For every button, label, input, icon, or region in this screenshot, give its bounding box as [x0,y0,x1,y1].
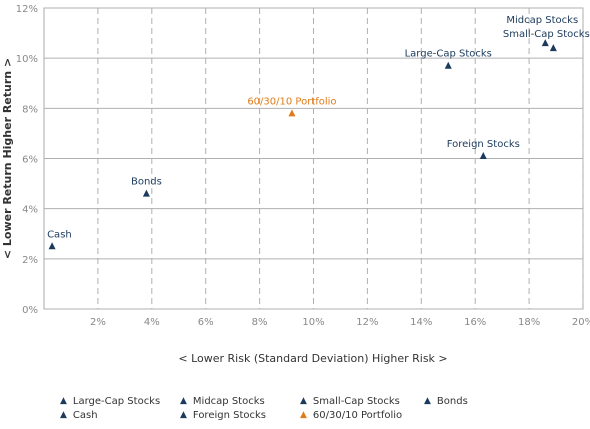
x-tick-label: 14% [410,317,432,328]
x-tick-label: 18% [518,317,540,328]
data-point-marker [479,151,487,159]
triangle-marker-icon: ▲ [180,396,187,406]
x-tick-label: 12% [356,317,378,328]
data-point-label: Midcap Stocks [506,15,578,26]
y-tick-label: 4% [22,205,38,216]
data-point-marker [549,44,557,52]
data-point-marker [541,39,549,47]
legend: ▲ Large-Cap Stocks ▲ Midcap Stocks ▲ Small-Ca… [60,396,480,421]
data-points: Large-Cap Stocks Midcap Stocks Small-Cap S… [47,15,590,250]
x-tick-label: 20% [572,317,590,328]
data-point-marker [288,109,296,117]
triangle-marker-icon: ▲ [60,396,67,406]
legend-label: Foreign Stocks [192,410,267,421]
y-tick-label: 6% [22,155,38,166]
x-axis-title: < Lower Risk (Standard Deviation) Higher… [178,352,447,365]
x-tick-label: 10% [302,317,324,328]
x-tick-label: 4% [144,317,160,328]
data-point-marker [142,189,150,197]
legend-label: Midcap Stocks [192,396,265,407]
scatter-chart: 0% 2% 4% 6% 8% 10% 12% 2% 4% 6% 8% 10% 12% 14% 16% 18% 2… [1,4,590,365]
data-point-label: Bonds [131,177,162,188]
triangle-marker-icon: ▲ [424,396,431,406]
y-tick-label: 2% [22,255,38,266]
data-point-label: 60/30/10 Portfolio [247,96,336,107]
legend-item: ▲ Small-Cap Stocks [300,396,424,407]
legend-item: ▲ Bonds [424,396,484,407]
legend-item: ▲ Cash [60,410,180,421]
y-tick-label: 0% [22,305,38,316]
legend-item: ▲ Foreign Stocks [180,410,300,421]
triangle-marker-icon: ▲ [300,410,307,420]
legend-label: Small-Cap Stocks [312,396,400,407]
legend-label: Cash [72,410,98,421]
data-point-label: Cash [47,229,72,240]
data-point-label: Large-Cap Stocks [405,49,492,60]
x-tick-label: 2% [90,317,106,328]
y-tick-label: 10% [16,54,38,65]
data-point-label: Foreign Stocks [447,139,520,150]
axis-ticks: 0% 2% 4% 6% 8% 10% 12% 2% 4% 6% 8% 10% 12% 14% 16% 18% 2… [16,4,590,328]
grid [43,7,584,310]
triangle-marker-icon: ▲ [60,410,67,420]
legend-label: Large-Cap Stocks [72,396,161,407]
legend-label: 60/30/10 Portfolio [312,410,403,421]
x-tick-label: 6% [198,317,214,328]
data-point-label: Small-Cap Stocks [503,29,590,40]
y-tick-label: 8% [22,104,38,115]
x-tick-label: 16% [464,317,486,328]
x-tick-label: 8% [252,317,268,328]
y-axis-title: < Lower Return Higher Return > [1,58,14,259]
legend-item: ▲ Midcap Stocks [180,396,300,407]
triangle-marker-icon: ▲ [300,396,307,406]
legend-item: ▲ 60/30/10 Portfolio [300,410,424,421]
triangle-marker-icon: ▲ [180,410,187,420]
data-point-marker [48,242,56,250]
legend-label: Bonds [436,396,468,407]
legend-item: ▲ Large-Cap Stocks [60,396,180,407]
y-tick-label: 12% [16,4,38,15]
data-point-marker [444,61,452,69]
